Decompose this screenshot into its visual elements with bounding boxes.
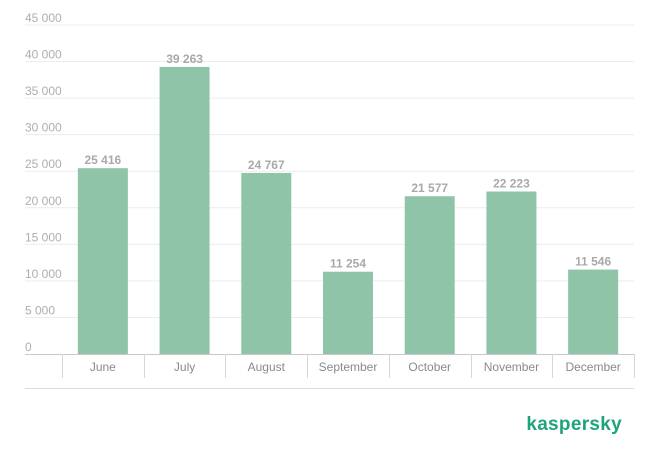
kaspersky-logo: kaspersky (526, 414, 622, 435)
y-tick-label: 20 000 (25, 194, 62, 208)
x-tick-label: November (484, 360, 539, 374)
y-tick-label: 45 000 (25, 11, 62, 25)
y-axis-tick-labels: 0 5 000 10 000 15 000 20 000 25 000 30 000 35 0… (25, 11, 62, 354)
x-tick-label: August (248, 360, 286, 374)
y-tick-label: 5 000 (25, 303, 55, 317)
data-labels: 25 416 39 263 24 767 11 254 21 577 22 223 11 5… (85, 52, 612, 271)
x-tick-label: September (319, 360, 378, 374)
data-label: 39 263 (166, 52, 203, 66)
bar-august (241, 172, 292, 354)
y-tick-label: 15 000 (25, 230, 62, 244)
x-tick-label: July (174, 360, 195, 374)
bar-june (77, 168, 128, 354)
y-tick-label: 10 000 (25, 267, 62, 281)
data-label: 11 546 (575, 255, 611, 269)
y-tick-label: 30 000 (25, 121, 62, 135)
data-label: 25 416 (85, 153, 122, 167)
bar-december (568, 269, 619, 354)
bars (77, 66, 619, 354)
y-tick-label: 35 000 (25, 84, 62, 98)
bar-november (486, 191, 537, 354)
x-tick-label: December (565, 360, 620, 374)
x-tick-label: June (90, 360, 116, 374)
bar-july (159, 66, 210, 354)
x-tick-label: October (408, 360, 451, 374)
data-label: 11 254 (330, 257, 366, 271)
data-label: 22 223 (493, 177, 530, 191)
bar-october (404, 196, 455, 354)
y-tick-label: 40 000 (25, 48, 62, 62)
bar-september (323, 271, 373, 354)
y-tick-label: 0 (25, 340, 32, 354)
y-tick-label: 25 000 (25, 157, 62, 171)
x-axis: June July August September October November De… (25, 354, 635, 389)
data-label: 24 767 (248, 158, 285, 172)
data-label: 21 577 (411, 181, 448, 195)
